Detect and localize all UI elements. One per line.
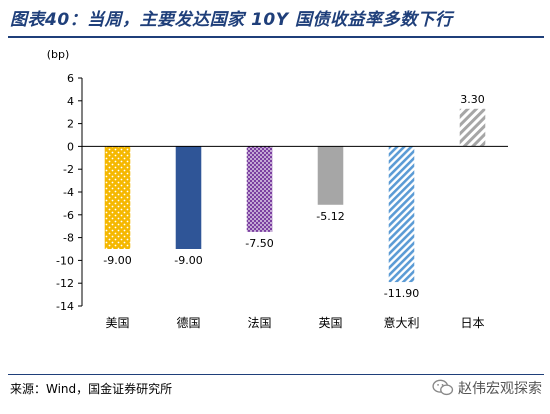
watermark-text: 赵伟宏观探索 <box>458 381 542 397</box>
x-tick-label: 法国 <box>247 316 271 330</box>
wechat-icon <box>432 379 454 396</box>
y-tick-label: 2 <box>67 118 74 131</box>
x-tick-label: 英国 <box>318 316 342 330</box>
bar-chart: (bp) 6 4 2 0 -2 -4 -6 -8 -10 -12 -14 -9.00 -9.00 -7.… <box>47 48 508 330</box>
bar <box>459 108 486 147</box>
x-tick-label: 意大利 <box>383 315 419 330</box>
bar <box>317 146 344 205</box>
bar <box>175 146 202 249</box>
y-tick-label: -4 <box>63 186 74 199</box>
chart-title: 图表40：当周，主要发达国家 10Y 国债收益率多数下行 <box>10 10 453 30</box>
data-label: 3.30 <box>460 93 485 106</box>
y-tick-label: -2 <box>63 163 74 176</box>
bar <box>246 146 273 232</box>
footer-divider <box>8 374 544 375</box>
data-label: -7.50 <box>245 237 273 250</box>
y-tick-label: -6 <box>63 209 74 222</box>
title-divider <box>8 36 544 38</box>
y-tick-label: -8 <box>63 232 74 245</box>
y-axis-label: (bp) <box>47 48 70 61</box>
data-label: -5.12 <box>316 210 344 223</box>
y-tick-label: 6 <box>67 72 74 85</box>
watermark: 赵伟宏观探索 <box>432 378 542 398</box>
data-label: -11.90 <box>384 287 419 300</box>
y-tick-label: -12 <box>56 277 74 290</box>
source-note: 来源：Wind，国金证券研究所 <box>10 382 173 396</box>
y-tick-label: -10 <box>56 254 74 267</box>
y-tick-label: 0 <box>67 140 74 153</box>
y-tick-label: -14 <box>56 300 74 313</box>
bar <box>388 146 415 283</box>
y-tick-label: 4 <box>67 95 74 108</box>
data-label: -9.00 <box>174 254 202 267</box>
x-tick-label: 日本 <box>460 316 484 330</box>
bar <box>104 146 131 249</box>
x-tick-label: 德国 <box>176 315 200 330</box>
data-label: -9.00 <box>103 254 131 267</box>
x-tick-label: 美国 <box>105 316 129 330</box>
